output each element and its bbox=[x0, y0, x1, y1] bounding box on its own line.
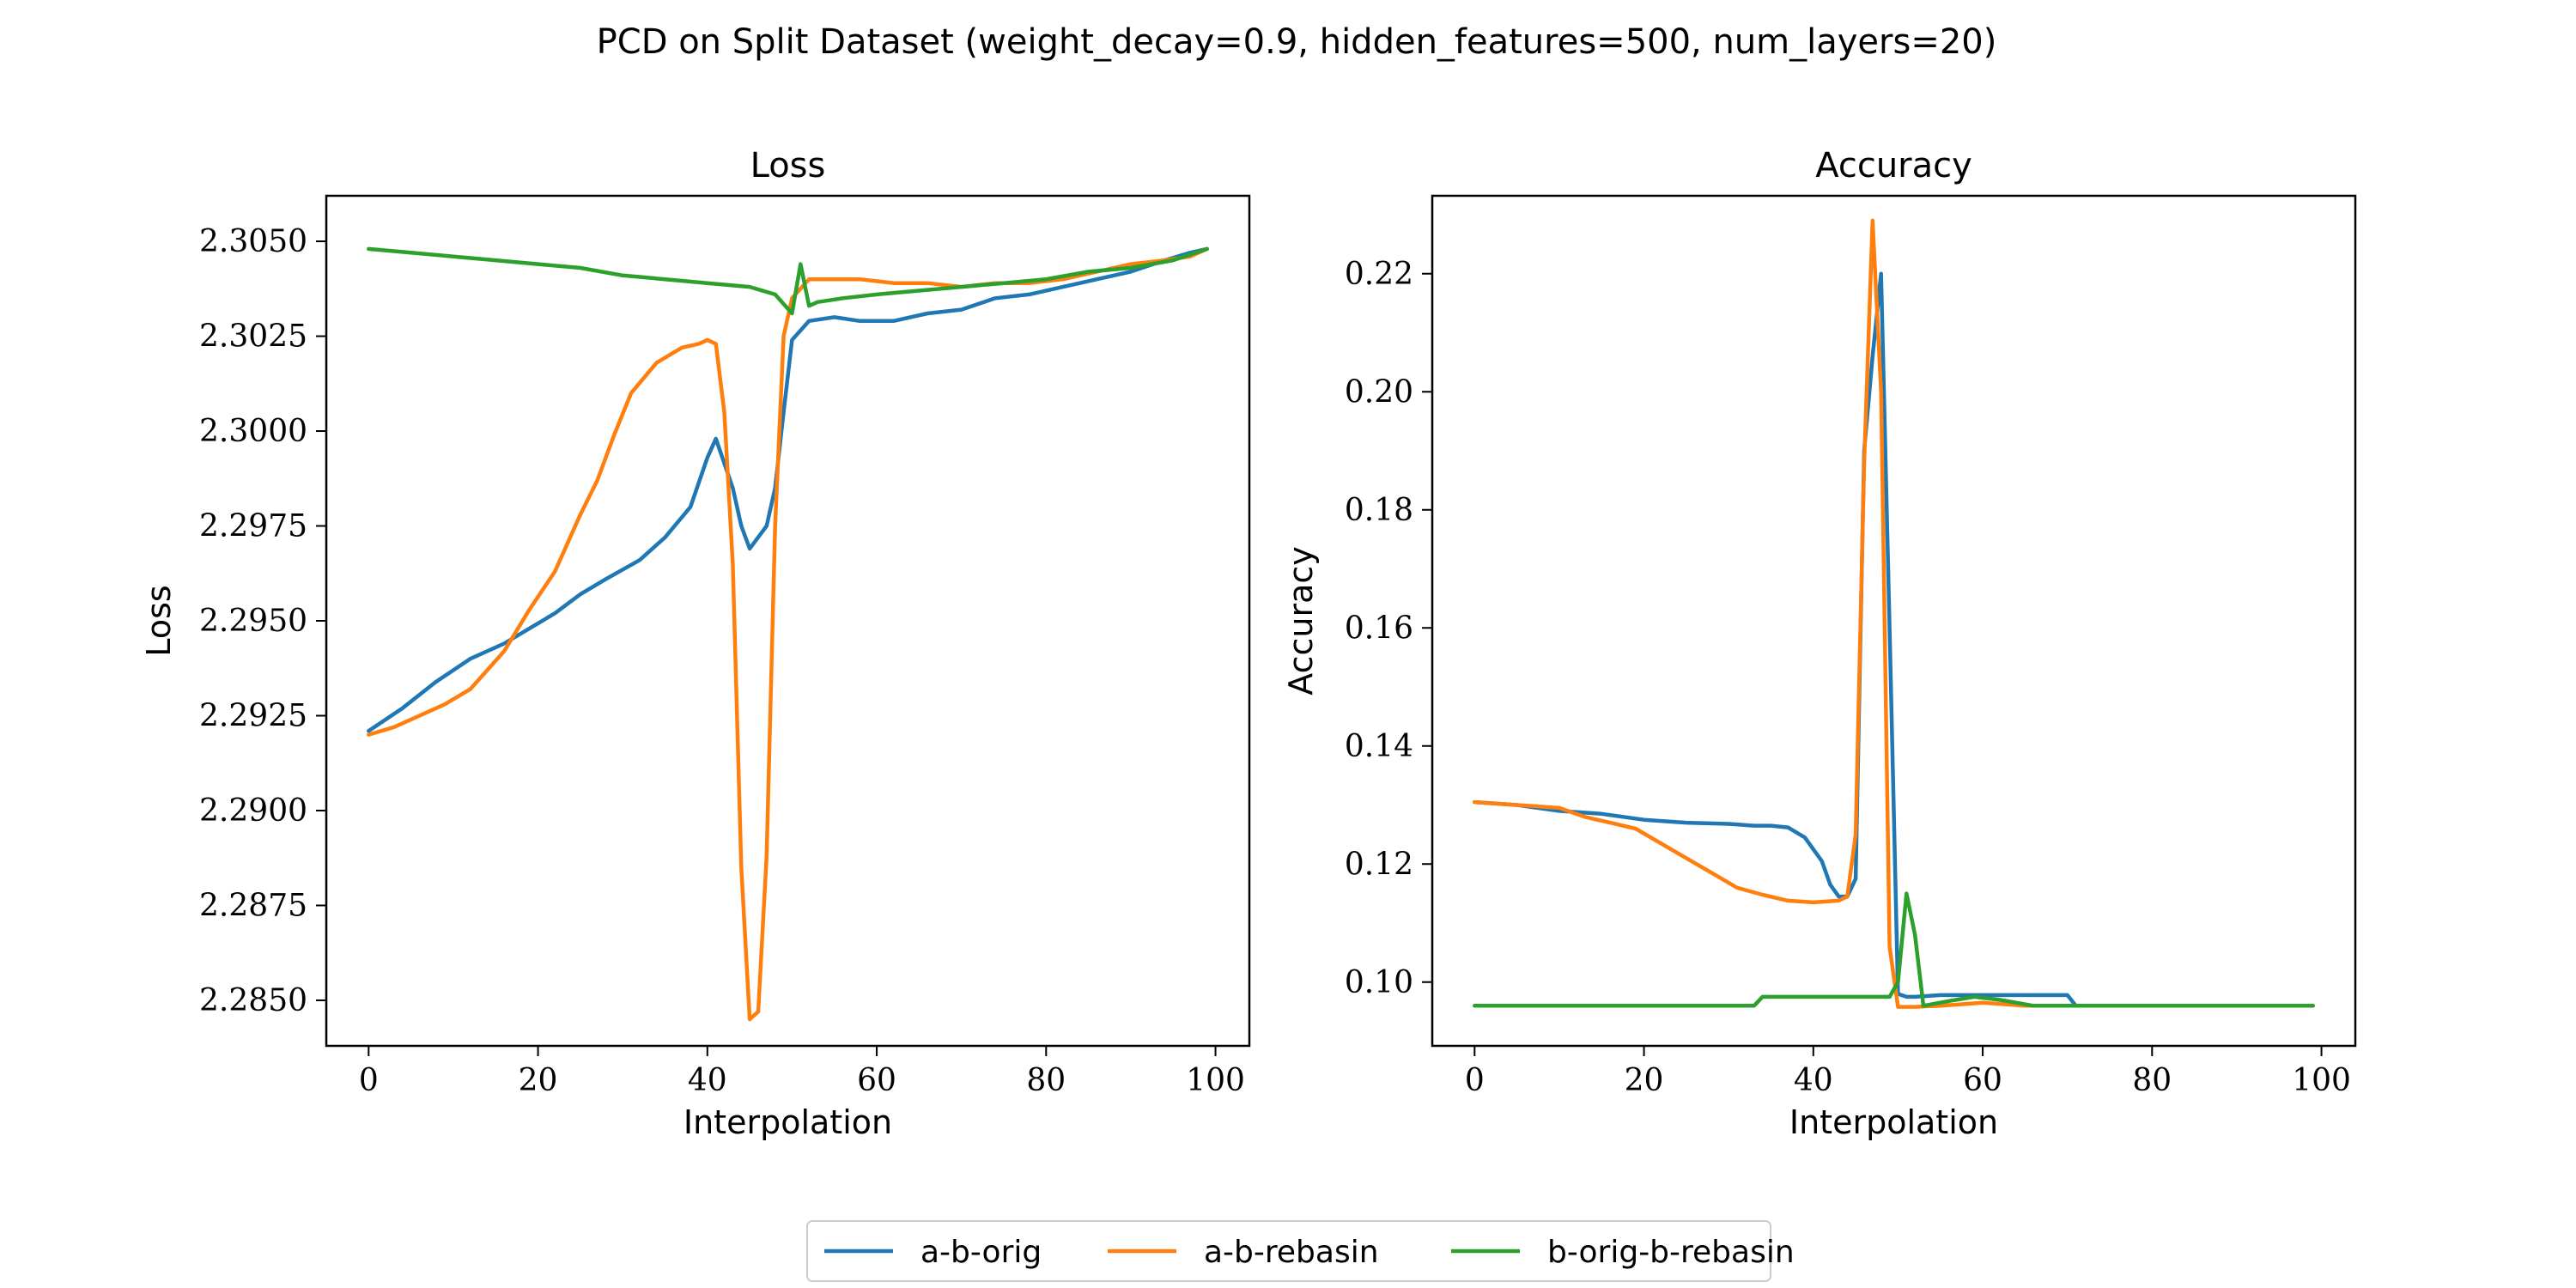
accuracy-y-tick-label: 0.16 bbox=[1345, 611, 1413, 646]
loss-x-tick-label: 0 bbox=[359, 1063, 379, 1098]
accuracy-y-tick-label: 0.12 bbox=[1345, 847, 1413, 882]
loss-x-tick-label: 80 bbox=[1026, 1063, 1066, 1098]
loss-series-group bbox=[367, 246, 1209, 1022]
accuracy-x-tick-label: 40 bbox=[1794, 1063, 1833, 1098]
loss-series-a-b-orig bbox=[367, 246, 1209, 733]
loss-y-tick-label: 2.2875 bbox=[199, 888, 307, 923]
accuracy-x-tick-label: 60 bbox=[1963, 1063, 2002, 1098]
loss-series-b-orig-b-rebasin bbox=[367, 246, 1209, 316]
loss-y-tick-label: 2.2950 bbox=[199, 604, 307, 639]
accuracy-x-tick-label: 80 bbox=[2132, 1063, 2172, 1098]
loss-y-tick-label: 2.3050 bbox=[199, 224, 307, 259]
accuracy-y-tick-label: 0.10 bbox=[1345, 965, 1413, 1000]
accuracy-y-tick-label: 0.22 bbox=[1345, 257, 1413, 292]
accuracy-x-tick-label: 20 bbox=[1625, 1063, 1664, 1098]
legend-label-a-b-rebasin: a-b-rebasin bbox=[1204, 1235, 1379, 1270]
loss-y-tick-label: 2.2850 bbox=[199, 983, 307, 1018]
loss-y-tick-label: 2.3025 bbox=[199, 319, 307, 355]
loss-x-tick-label: 60 bbox=[857, 1063, 896, 1098]
accuracy-y-tick-label: 0.18 bbox=[1345, 493, 1413, 528]
loss-x-axis-label: Interpolation bbox=[683, 1103, 892, 1141]
loss-chart: Loss 0 20 40 60 80 100 2.2850 2.2875 2.2900 2.2925… bbox=[140, 146, 1251, 1141]
loss-y-axis-label: Loss bbox=[140, 585, 178, 656]
accuracy-chart: Accuracy 0 20 40 60 80 100 0.10 0.12 0.14 0.16 0.18… bbox=[1282, 146, 2357, 1141]
legend-label-a-b-orig: a-b-orig bbox=[920, 1235, 1042, 1270]
legend-frame bbox=[806, 1220, 1771, 1282]
loss-title: Loss bbox=[750, 146, 826, 185]
accuracy-y-tick-label: 0.14 bbox=[1345, 729, 1413, 764]
accuracy-series-a-b-rebasin bbox=[1473, 218, 2315, 1009]
loss-y-tick-label: 2.2975 bbox=[199, 509, 307, 544]
accuracy-y-tick-label: 0.20 bbox=[1345, 374, 1413, 410]
accuracy-axes-frame bbox=[1431, 194, 2357, 1048]
legend-label-b-orig-b-rebasin: b-orig-b-rebasin bbox=[1547, 1235, 1795, 1270]
accuracy-x-tick-label: 0 bbox=[1465, 1063, 1485, 1098]
loss-x-tick-label: 20 bbox=[519, 1063, 558, 1098]
loss-y-tick-label: 2.2925 bbox=[199, 698, 307, 733]
loss-x-tick-label: 40 bbox=[688, 1063, 727, 1098]
figure-title: PCD on Split Dataset (weight_decay=0.9, … bbox=[597, 22, 1997, 62]
loss-y-tick-label: 2.3000 bbox=[199, 414, 307, 449]
accuracy-series-b-orig-b-rebasin bbox=[1473, 891, 2315, 1008]
accuracy-y-axis-label: Accuracy bbox=[1282, 546, 1320, 696]
accuracy-x-tick-label: 100 bbox=[2292, 1063, 2351, 1098]
legend: a-b-orig a-b-rebasin b-orig-b-rebasin bbox=[806, 1220, 1795, 1282]
accuracy-x-axis-label: Interpolation bbox=[1789, 1103, 1998, 1141]
loss-x-tick-label: 100 bbox=[1186, 1063, 1245, 1098]
accuracy-title: Accuracy bbox=[1815, 146, 1972, 185]
loss-y-tick-label: 2.2900 bbox=[199, 793, 307, 829]
accuracy-series-group bbox=[1473, 218, 2315, 1009]
